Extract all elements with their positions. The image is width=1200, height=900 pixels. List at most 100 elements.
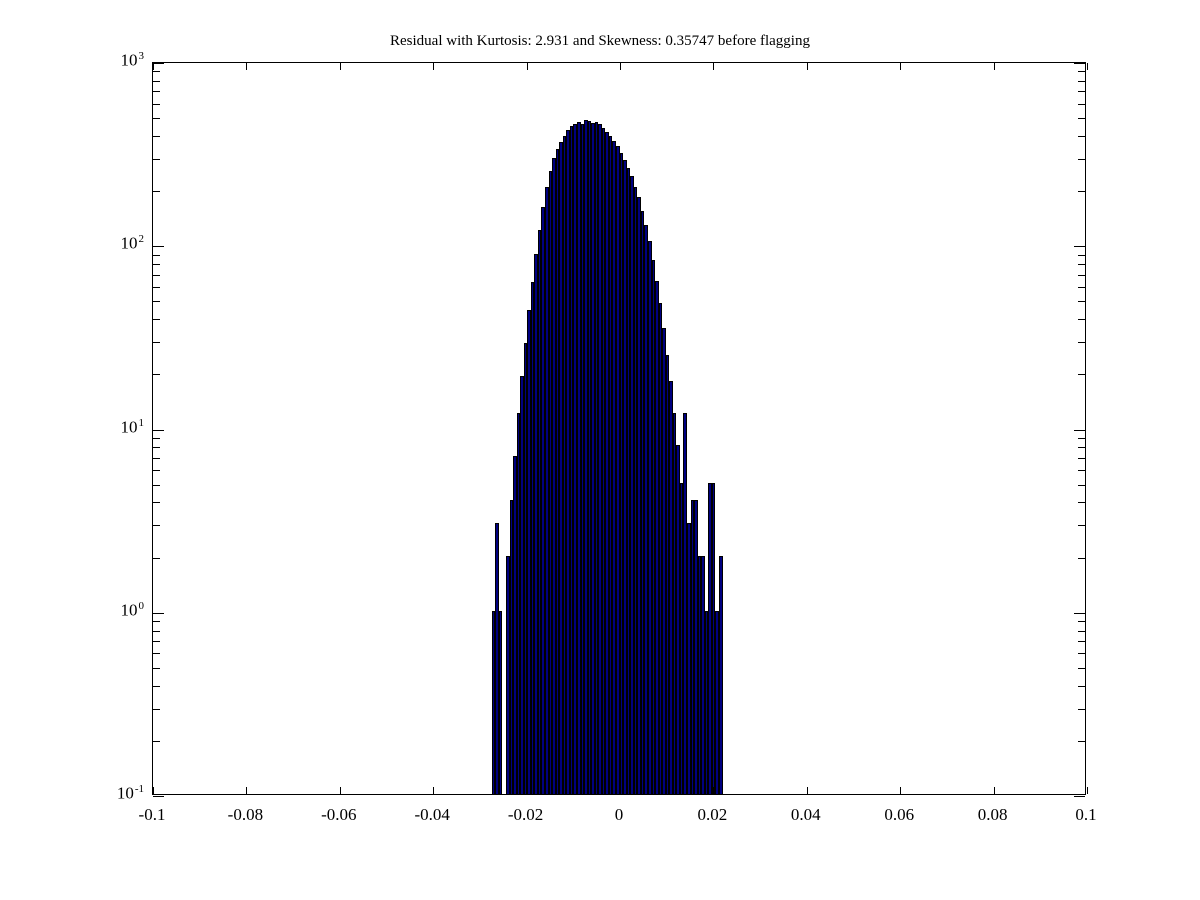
y-axis-minor-tick — [153, 667, 160, 669]
histogram-bar — [587, 121, 592, 794]
y-axis-minor-tick — [1078, 457, 1085, 459]
histogram-bar — [608, 135, 613, 794]
x-axis-major-tick — [620, 63, 621, 70]
histogram-bar — [559, 141, 563, 794]
y-axis-minor-tick — [1078, 374, 1085, 376]
x-axis-tick-label: 0.02 — [697, 805, 728, 824]
histogram-bar — [530, 282, 535, 794]
y-axis-minor-tick — [153, 447, 160, 449]
x-axis-tick-label: 0 — [614, 805, 624, 824]
x-axis-tick-label: -0.1 — [138, 805, 166, 824]
y-axis-minor-tick — [1078, 342, 1085, 344]
histogram-bar — [640, 210, 645, 794]
y-axis-minor-tick — [1078, 621, 1085, 623]
y-axis-major-tick — [153, 63, 164, 64]
x-axis-major-tick — [339, 63, 341, 70]
histogram-bar — [506, 555, 510, 794]
y-axis-tick-label: 101 — [92, 417, 145, 438]
histogram-bar — [516, 413, 521, 794]
y-axis-minor-tick — [153, 264, 160, 265]
y-axis-minor-tick — [153, 437, 160, 439]
y-tick-exponent: 2 — [138, 233, 145, 246]
histogram-bar — [644, 224, 648, 794]
y-axis-minor-tick — [153, 274, 160, 276]
y-axis-minor-tick — [1078, 103, 1085, 105]
y-axis-tick-label: 100 — [92, 600, 145, 621]
histogram-bar — [633, 187, 638, 794]
x-axis-major-tick — [900, 787, 902, 794]
y-tick-exponent: 3 — [138, 50, 145, 62]
y-axis-minor-tick — [153, 653, 160, 655]
plot-frame — [152, 62, 1088, 797]
y-axis-minor-tick — [153, 685, 160, 687]
y-axis-minor-tick — [153, 286, 160, 288]
chart-title: Residual with Kurtosis: 2.931 and Skewne… — [390, 33, 810, 49]
y-axis-minor-tick — [153, 557, 160, 559]
y-axis-minor-tick — [153, 158, 160, 160]
y-axis-minor-tick — [153, 630, 160, 632]
histogram-bar — [662, 327, 666, 794]
histogram-bar — [527, 309, 531, 794]
x-axis-major-tick — [1087, 63, 1088, 70]
x-axis-major-tick — [246, 63, 248, 70]
histogram-bar — [555, 149, 560, 794]
y-axis-minor-tick — [1078, 708, 1085, 710]
y-axis-minor-tick — [1078, 525, 1085, 527]
histogram-bar — [651, 260, 656, 794]
histogram-bar — [655, 281, 659, 794]
y-axis-minor-tick — [1078, 557, 1085, 559]
y-axis-major-tick — [153, 429, 164, 431]
x-axis-major-tick — [153, 63, 154, 70]
histogram-bar — [545, 187, 549, 794]
x-axis-tick-label: -0.06 — [321, 805, 357, 824]
x-axis-major-tick — [993, 63, 995, 70]
y-axis-minor-tick — [1078, 437, 1085, 439]
y-axis-minor-tick — [1078, 135, 1085, 137]
histogram-bar — [576, 121, 581, 794]
histogram-bar — [679, 482, 684, 794]
y-axis-minor-tick — [1078, 118, 1085, 120]
y-tick-mantissa: 10 — [120, 417, 138, 437]
x-axis-major-tick — [153, 787, 154, 794]
y-axis-major-tick — [1074, 612, 1085, 614]
histogram-bar — [687, 523, 691, 794]
x-axis-tick-label: -0.04 — [414, 805, 450, 824]
histogram-bar — [718, 555, 723, 794]
y-axis-minor-tick — [1078, 685, 1085, 687]
x-axis-major-tick — [1087, 787, 1088, 794]
y-axis-minor-tick — [153, 740, 160, 742]
y-axis-minor-tick — [1078, 71, 1085, 73]
y-axis-major-tick — [1074, 796, 1085, 797]
histogram-bar — [598, 123, 602, 794]
y-axis-minor-tick — [153, 641, 160, 643]
histogram-bar — [715, 610, 719, 794]
histogram-bar — [594, 122, 599, 794]
y-axis-minor-tick — [1078, 254, 1085, 256]
histogram-bar — [616, 146, 620, 794]
histogram-bar — [701, 555, 705, 794]
histogram-bar — [690, 500, 695, 794]
histogram-bar — [708, 482, 712, 794]
y-axis-minor-tick — [1078, 740, 1085, 742]
y-axis-tick-label: 103 — [92, 50, 145, 71]
histogram-bar — [630, 176, 634, 794]
y-axis-minor-tick — [153, 621, 160, 623]
y-axis-minor-tick — [153, 525, 160, 527]
y-axis-minor-tick — [1078, 158, 1085, 160]
y-tick-exponent: -1 — [134, 783, 144, 795]
histogram-bar — [626, 167, 631, 794]
histogram-bar — [562, 135, 567, 794]
y-axis-minor-tick — [1078, 274, 1085, 276]
y-axis-minor-tick — [153, 118, 160, 120]
y-tick-mantissa: 10 — [120, 233, 138, 253]
histogram-bar — [591, 122, 595, 794]
histogram-bar — [665, 354, 670, 794]
x-axis-major-tick — [526, 63, 528, 70]
x-axis-major-tick — [806, 787, 808, 794]
y-axis-minor-tick — [153, 470, 160, 472]
y-axis-major-tick — [153, 612, 164, 614]
x-axis-tick-label: 0.1 — [1075, 805, 1097, 824]
histogram-bar — [612, 140, 617, 794]
y-axis-minor-tick — [1078, 470, 1085, 472]
